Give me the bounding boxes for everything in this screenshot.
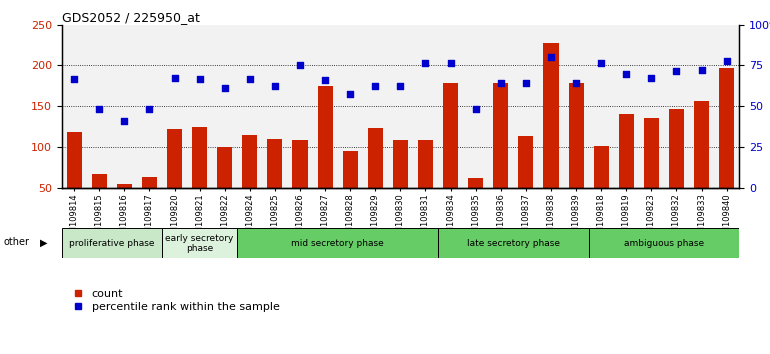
Point — [595, 60, 608, 66]
Text: other: other — [4, 238, 30, 247]
Bar — [67, 132, 82, 188]
Bar — [117, 183, 132, 188]
Point — [721, 59, 733, 64]
Point — [143, 106, 156, 112]
Bar — [343, 151, 358, 188]
Bar — [468, 178, 484, 188]
Text: ▶: ▶ — [40, 238, 48, 247]
Point — [671, 68, 683, 74]
Bar — [62, 228, 162, 258]
Bar — [293, 141, 307, 188]
Point — [294, 63, 306, 68]
Bar — [167, 129, 182, 188]
Bar — [694, 101, 709, 188]
Point — [344, 91, 357, 97]
Bar — [494, 84, 508, 188]
Point — [470, 106, 482, 112]
Bar — [317, 86, 333, 188]
Text: proliferative phase: proliferative phase — [69, 239, 155, 248]
Point — [420, 60, 432, 66]
Bar — [438, 228, 588, 258]
Text: ambiguous phase: ambiguous phase — [624, 239, 704, 248]
Bar — [368, 128, 383, 188]
Text: mid secretory phase: mid secretory phase — [291, 239, 384, 248]
Point — [319, 77, 331, 83]
Bar — [594, 146, 609, 188]
Bar — [568, 84, 584, 188]
Bar — [518, 136, 534, 188]
Point — [645, 75, 658, 81]
Text: late secretory phase: late secretory phase — [467, 239, 560, 248]
Point — [269, 83, 281, 89]
Bar — [237, 228, 438, 258]
Bar — [443, 84, 458, 188]
Point — [444, 60, 457, 66]
Point — [68, 76, 80, 82]
Bar — [619, 114, 634, 188]
Bar — [92, 174, 107, 188]
Bar — [217, 147, 233, 188]
Bar — [393, 141, 408, 188]
Point — [520, 81, 532, 86]
Bar — [243, 135, 257, 188]
Point — [570, 81, 582, 86]
Point — [169, 75, 181, 81]
Point — [193, 76, 206, 82]
Bar — [644, 118, 659, 188]
Point — [494, 81, 507, 86]
Point — [695, 67, 708, 73]
Bar — [544, 43, 558, 188]
Point — [545, 55, 557, 60]
Point — [93, 106, 105, 112]
Legend: count, percentile rank within the sample: count, percentile rank within the sample — [74, 289, 280, 312]
Text: early secretory
phase: early secretory phase — [166, 234, 234, 253]
Bar — [267, 139, 283, 188]
Bar — [418, 141, 433, 188]
Bar — [142, 177, 157, 188]
Point — [118, 118, 130, 124]
Bar — [162, 228, 237, 258]
Bar — [669, 109, 684, 188]
Bar — [588, 228, 739, 258]
Text: GDS2052 / 225950_at: GDS2052 / 225950_at — [62, 11, 199, 24]
Point — [394, 83, 407, 89]
Point — [369, 83, 381, 89]
Point — [620, 71, 632, 76]
Bar — [719, 68, 734, 188]
Point — [219, 85, 231, 91]
Bar — [192, 127, 207, 188]
Point — [243, 76, 256, 82]
